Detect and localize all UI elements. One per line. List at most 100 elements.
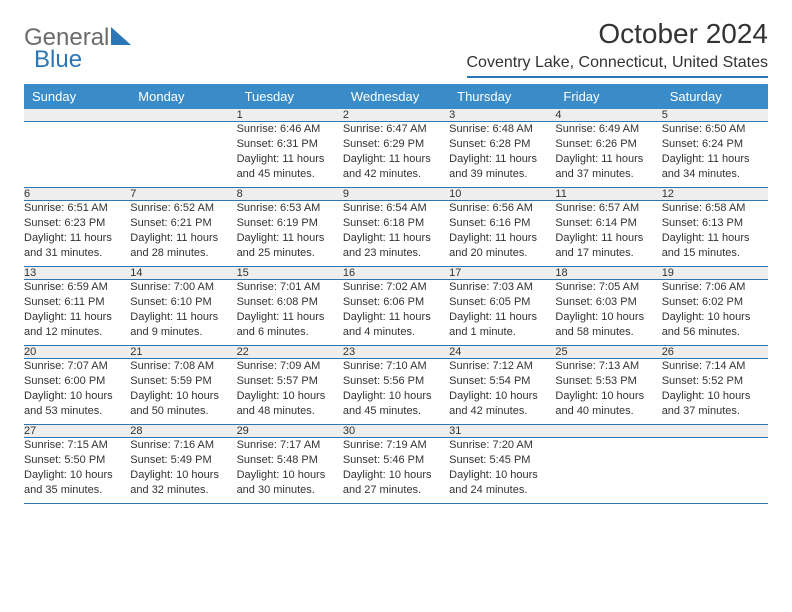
day-data-cell: Sunrise: 7:03 AMSunset: 6:05 PMDaylight:… [449,280,555,346]
sunset-line: Sunset: 5:56 PM [343,375,424,387]
weekday-header: Saturday [662,84,768,109]
day-number-cell: 28 [130,425,236,438]
daylight-line: Daylight: 10 hours and 35 minutes. [24,469,113,496]
sunset-line: Sunset: 6:19 PM [237,217,318,229]
sunrise-line: Sunrise: 6:54 AM [343,202,427,214]
sunrise-line: Sunrise: 7:10 AM [343,360,427,372]
weekday-header: Thursday [449,84,555,109]
sunset-line: Sunset: 6:02 PM [662,296,743,308]
day-data-cell: Sunrise: 7:16 AMSunset: 5:49 PMDaylight:… [130,438,236,504]
day-data-cell: Sunrise: 6:57 AMSunset: 6:14 PMDaylight:… [555,201,661,267]
sunrise-line: Sunrise: 6:57 AM [555,202,639,214]
calendar-table: SundayMondayTuesdayWednesdayThursdayFrid… [24,84,768,504]
sunrise-line: Sunrise: 6:48 AM [449,123,533,135]
day-data-cell: Sunrise: 6:52 AMSunset: 6:21 PMDaylight:… [130,201,236,267]
sunset-line: Sunset: 6:28 PM [449,138,530,150]
day-number-cell: 6 [24,188,130,201]
sunrise-line: Sunrise: 6:58 AM [662,202,746,214]
sunset-line: Sunset: 5:52 PM [662,375,743,387]
day-number-cell: 31 [449,425,555,438]
sunrise-line: Sunrise: 7:01 AM [237,281,321,293]
day-data-cell: Sunrise: 6:59 AM Sunset: 6:11 PM Daylight:… [24,280,130,346]
daylight-line: Daylight: 11 hours and 34 minutes. [662,153,750,180]
sunrise-line: Sunrise: 7:07 AM [24,360,108,372]
day-number-cell: 12 [662,188,768,201]
sunset-line: Sunset: 5:59 PM [130,375,211,387]
daylight-line: Daylight: 10 hours and 42 minutes. [449,390,538,417]
day-number-cell [555,425,661,438]
sunrise-line: Sunrise: 6:51 AM [24,202,108,214]
day-data-row: Sunrise: 6:46 AMSunset: 6:31 PMDaylight:… [24,122,768,188]
day-data-cell: Sunrise: 7:20 AMSunset: 5:45 PMDaylight:… [449,438,555,504]
weekday-header: Tuesday [237,84,343,109]
daylight-line: Daylight: 11 hours and 4 minutes. [343,311,431,338]
daylight-line: Daylight: 10 hours and 37 minutes. [662,390,751,417]
day-data-cell: Sunrise: 6:51 AMSunset: 6:23 PMDaylight:… [24,201,130,267]
day-data-cell: Sunrise: 6:53 AMSunset: 6:19 PMDaylight:… [237,201,343,267]
daylight-line: Daylight: 10 hours and 24 minutes. [449,469,538,496]
day-data-cell [130,122,236,188]
sunset-line: Sunset: 6:14 PM [555,217,636,229]
day-number-row: 20212223242526 [24,346,768,359]
day-data-cell: Sunrise: 7:07 AMSunset: 6:00 PMDaylight:… [24,359,130,425]
day-number-cell: 16 [343,267,449,280]
day-number-cell: 14 [130,267,236,280]
sunset-line: Sunset: 5:50 PM [24,454,105,466]
daylight-line: Daylight: 11 hours and 39 minutes. [449,153,537,180]
day-number-cell: 19 [662,267,768,280]
day-number-cell: 24 [449,346,555,359]
sunset-line: Sunset: 6:11 PM [24,296,105,308]
sunrise-line: Sunrise: 7:09 AM [237,360,321,372]
daylight-line: Daylight: 10 hours and 56 minutes. [662,311,751,338]
daylight-line: Daylight: 10 hours and 32 minutes. [130,469,219,496]
daylight-line: Daylight: 11 hours and 37 minutes. [555,153,643,180]
daylight-line: Daylight: 11 hours and 23 minutes. [343,232,431,259]
daylight-line: Daylight: 10 hours and 27 minutes. [343,469,432,496]
day-number-cell [24,109,130,122]
day-number-cell: 13 [24,267,130,280]
logo-text-2: Blue [34,46,82,74]
daylight-line: Daylight: 10 hours and 30 minutes. [237,469,326,496]
daylight-line: Daylight: 11 hours and 9 minutes. [130,311,218,338]
sunset-line: Sunset: 5:48 PM [237,454,318,466]
weekday-header-row: SundayMondayTuesdayWednesdayThursdayFrid… [24,84,768,109]
sunrise-line: Sunrise: 7:08 AM [130,360,214,372]
day-number-cell: 30 [343,425,449,438]
day-data-cell: Sunrise: 6:49 AMSunset: 6:26 PMDaylight:… [555,122,661,188]
daylight-line: Daylight: 11 hours and 1 minute. [449,311,537,338]
day-data-cell: Sunrise: 7:17 AMSunset: 5:48 PMDaylight:… [237,438,343,504]
day-number-cell: 3 [449,109,555,122]
sunset-line: Sunset: 5:53 PM [555,375,636,387]
daylight-line: Daylight: 10 hours and 58 minutes. [555,311,644,338]
day-data-cell: Sunrise: 6:46 AMSunset: 6:31 PMDaylight:… [237,122,343,188]
daylight-line: Daylight: 11 hours and 12 minutes. [24,311,112,338]
sunrise-line: Sunrise: 7:13 AM [555,360,639,372]
day-number-cell: 2 [343,109,449,122]
sunrise-line: Sunrise: 7:06 AM [662,281,746,293]
day-number-cell: 25 [555,346,661,359]
day-number-cell: 10 [449,188,555,201]
location: Coventry Lake, Connecticut, United State… [467,54,769,78]
sunset-line: Sunset: 6:31 PM [237,138,318,150]
sunset-line: Sunset: 6:06 PM [343,296,424,308]
day-number-cell: 22 [237,346,343,359]
sunset-line: Sunset: 6:18 PM [343,217,424,229]
sunrise-line: Sunrise: 6:59 AM [24,281,108,293]
day-data-cell: Sunrise: 6:47 AMSunset: 6:29 PMDaylight:… [343,122,449,188]
sunset-line: Sunset: 6:13 PM [662,217,743,229]
daylight-line: Daylight: 10 hours and 40 minutes. [555,390,644,417]
sunset-line: Sunset: 6:26 PM [555,138,636,150]
sunrise-line: Sunrise: 7:02 AM [343,281,427,293]
day-number-cell: 27 [24,425,130,438]
day-data-row: Sunrise: 7:15 AM Sunset: 5:50 PM Daylight:… [24,438,768,504]
sunset-line: Sunset: 5:57 PM [237,375,318,387]
sunset-line: Sunset: 6:23 PM [24,217,105,229]
sunrise-line: Sunrise: 7:15 AM [24,439,108,451]
day-number-cell: 15 [237,267,343,280]
day-number-cell [130,109,236,122]
day-data-cell: Sunrise: 7:15 AM Sunset: 5:50 PM Daylight:… [24,438,130,504]
sunrise-line: Sunrise: 7:14 AM [662,360,746,372]
day-data-cell: Sunrise: 7:06 AM Sunset: 6:02 PM Daylight:… [662,280,768,346]
sunset-line: Sunset: 6:05 PM [449,296,530,308]
daylight-line: Daylight: 11 hours and 15 minutes. [662,232,750,259]
